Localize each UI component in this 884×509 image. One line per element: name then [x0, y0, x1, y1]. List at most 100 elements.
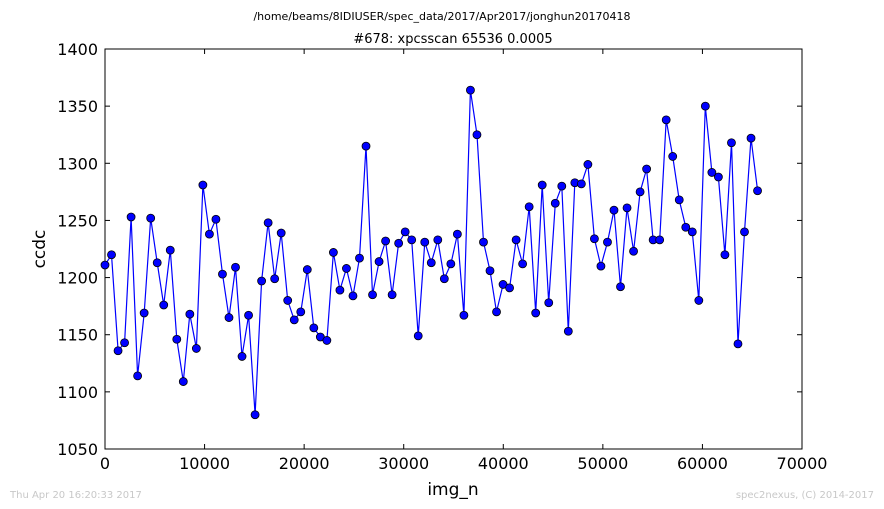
data-point — [387, 290, 397, 300]
plot-area: 0 10000 20000 30000 40000 50000 60000 70000 1050… — [57, 40, 827, 473]
data-point — [466, 85, 475, 95]
data-point — [368, 290, 377, 300]
data-point — [446, 259, 456, 269]
data-point — [700, 101, 710, 111]
data-point — [309, 323, 319, 333]
data-point — [668, 152, 678, 161]
data-point — [407, 235, 417, 245]
data-point — [687, 227, 697, 237]
data-point — [753, 186, 762, 196]
data-point — [531, 308, 541, 318]
y-tick-label: 1250 — [57, 211, 98, 230]
data-point — [328, 248, 338, 257]
data-point — [348, 291, 358, 301]
y-tick-label: 1150 — [57, 326, 98, 345]
data-point — [420, 237, 430, 247]
data-point — [296, 307, 306, 317]
data-point — [642, 164, 652, 174]
data-point — [426, 258, 436, 268]
y-tick-label: 1100 — [57, 383, 98, 402]
footer-timestamp: Thu Apr 20 16:20:33 2017 — [9, 490, 142, 501]
data-point — [746, 133, 756, 143]
chart-title: #678: xpcsscan 65536 0.0005 — [353, 32, 552, 47]
x-tick-label: 60000 — [677, 454, 728, 473]
data-point — [172, 334, 182, 344]
data-point — [270, 274, 280, 284]
data-point — [492, 307, 501, 317]
data-point — [524, 202, 534, 212]
data-point — [237, 352, 247, 361]
data-point — [472, 130, 482, 140]
data-point — [661, 115, 671, 125]
x-tick-label: 20000 — [279, 454, 330, 473]
data-point — [479, 237, 488, 247]
data-point — [583, 160, 593, 169]
data-point — [537, 180, 547, 190]
data-point — [133, 371, 143, 381]
data-point — [289, 315, 299, 325]
data-point — [694, 296, 704, 305]
x-tick-label: 0 — [100, 454, 110, 473]
data-point — [609, 205, 619, 215]
data-point — [557, 181, 567, 191]
data-point — [544, 298, 554, 308]
x-tick-label: 50000 — [577, 454, 628, 473]
data-point — [635, 187, 645, 197]
data-point — [733, 339, 743, 349]
data-point — [727, 138, 736, 148]
data-point — [355, 253, 364, 263]
data-point — [655, 235, 665, 245]
data-point — [126, 212, 136, 222]
data-point — [276, 228, 286, 238]
data-point — [511, 235, 521, 245]
x-tick-label: 40000 — [478, 454, 529, 473]
data-point — [191, 344, 201, 353]
data-point — [283, 296, 293, 305]
data-point — [590, 234, 599, 244]
data-point — [224, 313, 234, 322]
data-point — [681, 222, 691, 232]
data-point — [518, 259, 528, 269]
data-point — [302, 265, 312, 274]
data-point — [740, 227, 749, 237]
data-point — [439, 274, 449, 284]
y-tick-label: 1200 — [57, 269, 98, 288]
data-point — [400, 227, 410, 237]
data-point — [374, 257, 384, 266]
data-point — [100, 260, 110, 270]
data-point — [622, 203, 632, 213]
data-point — [596, 261, 606, 271]
data-point — [394, 238, 404, 248]
data-point — [505, 283, 514, 293]
data-point — [550, 198, 560, 208]
x-tick-label: 30000 — [378, 454, 429, 473]
data-point — [707, 168, 717, 177]
data-point — [603, 237, 612, 247]
data-point — [165, 245, 175, 255]
data-point — [146, 213, 156, 223]
data-point — [205, 229, 214, 239]
data-point — [120, 338, 129, 348]
data-point — [563, 326, 573, 336]
data-point — [107, 250, 116, 260]
data-point — [616, 282, 625, 292]
data-point — [720, 250, 730, 260]
data-point — [250, 410, 260, 420]
data-point — [433, 235, 443, 245]
data-point — [629, 246, 638, 256]
y-tick-label: 1400 — [57, 40, 98, 59]
data-point — [139, 308, 149, 318]
data-point — [159, 300, 169, 310]
y-tick-label: 1050 — [57, 440, 98, 459]
y-tick-label: 1350 — [57, 97, 98, 116]
data-point — [231, 262, 240, 272]
data-point — [152, 258, 162, 268]
y-axis-label: ccdc — [30, 230, 50, 269]
figure-path-title: /home/beams/8IDIUSER/spec_data/2017/Apr2… — [253, 10, 630, 23]
data-point — [198, 180, 208, 190]
data-point — [342, 264, 351, 273]
y-tick-label: 1300 — [57, 154, 98, 173]
data-point — [381, 236, 390, 246]
data-point — [713, 172, 723, 182]
